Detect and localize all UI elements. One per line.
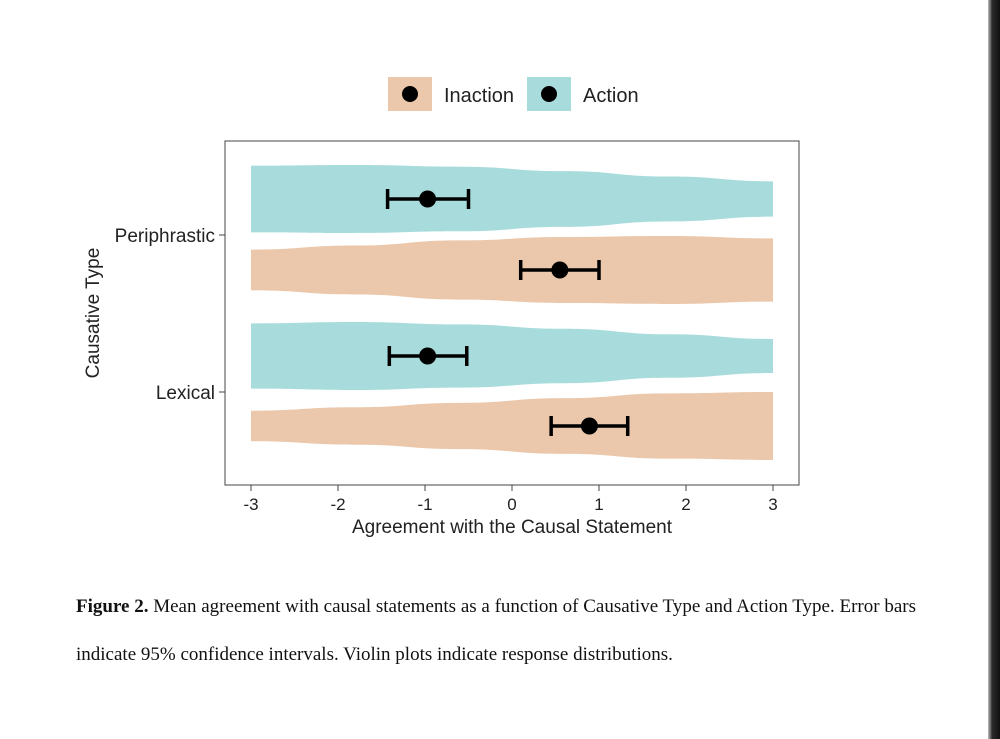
- violin-action-periphrastic: [251, 165, 773, 233]
- y-tick-label-lexical: Lexical: [156, 383, 215, 404]
- x-tick-label: 0: [507, 495, 516, 514]
- violin-inaction-lexical: [251, 392, 773, 460]
- x-tick-label: 3: [768, 495, 777, 514]
- violin-layer: [251, 165, 773, 460]
- x-tick-label: -1: [417, 495, 432, 514]
- x-tick-label: -2: [330, 495, 345, 514]
- legend-marker-inaction: [402, 86, 418, 102]
- violin-inaction-periphrastic: [251, 236, 773, 304]
- caption-label: Figure 2.: [76, 596, 149, 617]
- y-axis-title: Causative Type: [83, 248, 104, 379]
- mean-point-action-lexical: [419, 347, 437, 365]
- errorbar-layer: [385, 189, 630, 436]
- legend-marker-action: [541, 86, 557, 102]
- violin-action-lexical: [251, 322, 773, 390]
- y-tick-label-periphrastic: Periphrastic: [115, 226, 215, 247]
- x-axis-title: Agreement with the Causal Statement: [352, 517, 673, 538]
- mean-point-action-periphrastic: [419, 190, 437, 208]
- x-axis: -3 -2 -1 0 1 2 3: [243, 485, 778, 514]
- x-tick-label: -3: [243, 495, 258, 514]
- mean-point-inaction-periphrastic: [551, 261, 569, 279]
- mean-point-inaction-lexical: [580, 417, 598, 435]
- legend-label-action: Action: [583, 85, 639, 107]
- caption-text: Mean agreement with causal statements as…: [76, 596, 916, 665]
- screen-edge: [988, 0, 1000, 739]
- y-axis: Periphrastic Lexical: [115, 226, 225, 404]
- chart: Inaction Action Periphrastic Lexical -3 -2…: [83, 77, 800, 538]
- legend: Inaction Action: [388, 77, 639, 111]
- x-tick-label: 1: [594, 495, 603, 514]
- legend-label-inaction: Inaction: [444, 85, 514, 107]
- figure-caption: Figure 2. Mean agreement with causal sta…: [76, 583, 976, 679]
- x-tick-label: 2: [681, 495, 690, 514]
